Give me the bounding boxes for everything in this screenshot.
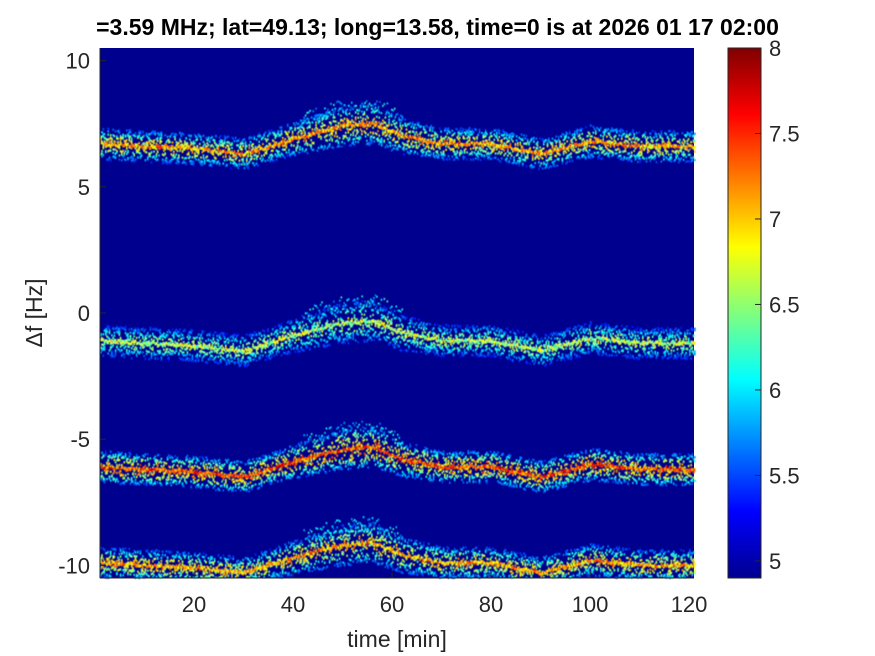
colorbar-tick-label: 5 <box>769 549 781 574</box>
colorbar-ticks: 5 5.5 6 6.5 7 7.5 8 <box>755 36 800 574</box>
trace-1 <box>100 100 696 171</box>
trace-4 <box>100 516 696 580</box>
signal-traces <box>100 100 696 580</box>
y-tick-label: -5 <box>70 427 90 452</box>
y-axis-label: Δf [Hz] <box>21 278 47 347</box>
y-tick-label: -10 <box>58 553 90 578</box>
x-tick-label: 100 <box>572 592 609 617</box>
colorbar-tick-label: 7.5 <box>769 121 800 146</box>
trace-2 <box>100 294 696 368</box>
x-tick-label: 40 <box>281 592 305 617</box>
x-tick-label: 80 <box>479 592 503 617</box>
colorbar <box>727 47 762 579</box>
x-axis-ticks: 20 40 60 80 100 120 <box>182 572 708 617</box>
x-axis-label: time [min] <box>347 626 447 652</box>
colorbar-tick-label: 8 <box>769 36 781 61</box>
colorbar-tick-label: 6 <box>769 378 781 403</box>
y-axis-ticks: -10 -5 0 5 10 <box>58 49 106 578</box>
y-tick-label: 5 <box>78 175 90 200</box>
colorbar-tick-label: 5.5 <box>769 463 800 488</box>
x-tick-label: 120 <box>671 592 708 617</box>
colorbar-tick-label: 7 <box>769 207 781 232</box>
chart-title: =3.59 MHz; lat=49.13; long=13.58, time=0… <box>96 14 779 40</box>
x-tick-label: 20 <box>182 592 206 617</box>
trace-3 <box>100 420 696 494</box>
x-tick-label: 60 <box>380 592 404 617</box>
y-tick-label: 0 <box>78 301 90 326</box>
y-tick-label: 10 <box>66 49 90 74</box>
colorbar-tick-label: 6.5 <box>769 292 800 317</box>
